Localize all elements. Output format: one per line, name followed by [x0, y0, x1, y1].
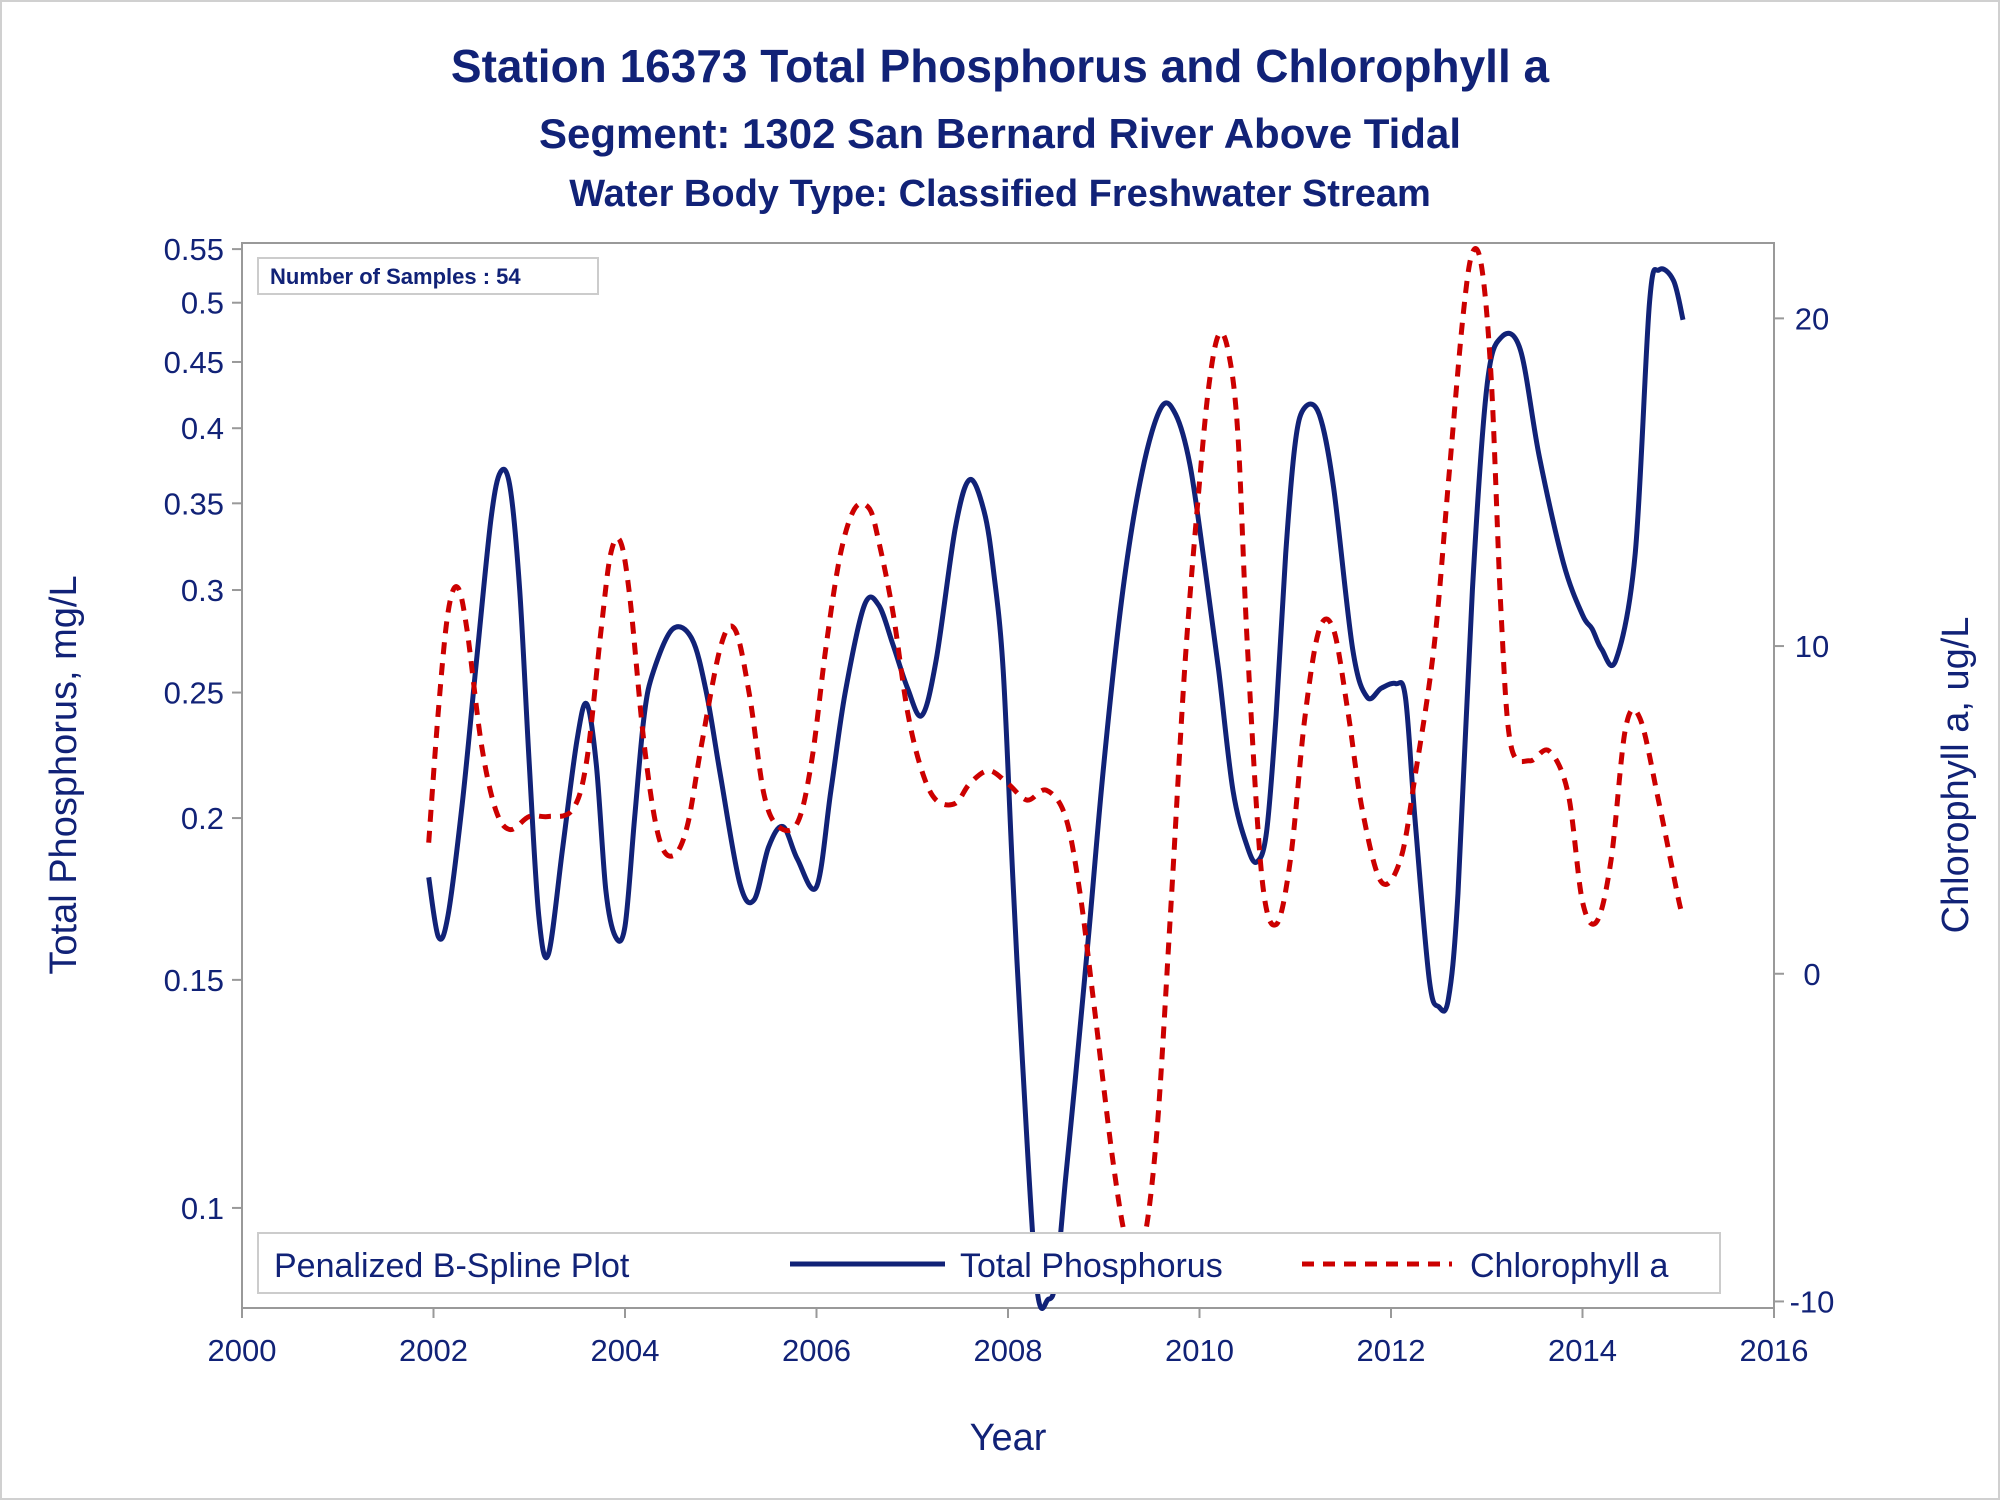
- y-axis-right-label: Chlorophyll a, ug/L: [1935, 617, 1977, 934]
- x-tick-label: 2004: [591, 1333, 660, 1368]
- y-axis-left: 0.1 0.15 0.2 0.25 0.3 0.35 0.4 0.45 0.5 0.55: [164, 232, 242, 1226]
- y-left-tick-label: 0.15: [164, 963, 224, 998]
- chart-title: Station 16373 Total Phosphorus and Chlor…: [451, 40, 1550, 92]
- y-right-tick-label: 0: [1803, 957, 1820, 992]
- y-left-tick-label: 0.2: [181, 801, 224, 836]
- chart-subtitle-segment: Segment: 1302 San Bernard River Above Ti…: [539, 110, 1461, 157]
- sample-count-text: Number of Samples : 54: [270, 264, 521, 289]
- x-axis: 2000 2002 2004 2006 2008 2010 2012 2014 2016: [208, 1308, 1809, 1368]
- y-left-tick-label: 0.55: [164, 232, 224, 267]
- y-right-tick-label: -10: [1790, 1284, 1835, 1319]
- x-tick-label: 2002: [399, 1333, 468, 1368]
- x-tick-label: 2014: [1548, 1333, 1617, 1368]
- legend-box: [257, 1232, 1721, 1294]
- series-line-total-phosphorus: [426, 266, 1686, 1311]
- x-tick-label: 2012: [1357, 1333, 1426, 1368]
- y-axis-right: -10 0 10 20: [1774, 301, 1834, 1319]
- legend-title: Penalized B-Spline Plot: [274, 1247, 630, 1285]
- series-line-chlorophyll-a: [426, 246, 1686, 1263]
- y-left-tick-label: 0.3: [181, 573, 224, 608]
- y-left-tick-label: 0.5: [181, 286, 224, 321]
- x-tick-label: 2016: [1740, 1333, 1809, 1368]
- y-left-tick-label: 0.1: [181, 1191, 224, 1226]
- y-left-tick-label: 0.45: [164, 345, 224, 380]
- sample-count-inset: Number of Samples : 54: [257, 257, 599, 295]
- y-right-tick-label: 10: [1795, 629, 1829, 664]
- y-axis-left-label: Total Phosphorus, mg/L: [43, 575, 85, 974]
- x-tick-label: 2010: [1165, 1333, 1234, 1368]
- chart-subtitle-water-body: Water Body Type: Classified Freshwater S…: [569, 173, 1431, 215]
- y-left-tick-label: 0.25: [164, 676, 224, 711]
- y-left-tick-label: 0.4: [181, 411, 224, 446]
- x-tick-label: 2006: [782, 1333, 851, 1368]
- x-axis-label: Year: [970, 1417, 1047, 1459]
- x-tick-label: 2008: [974, 1333, 1043, 1368]
- series-group: [426, 246, 1686, 1311]
- x-tick-label: 2000: [208, 1333, 277, 1368]
- y-right-tick-label: 20: [1795, 301, 1829, 336]
- legend-label-total-phosphorus: Total Phosphorus: [960, 1247, 1223, 1285]
- y-left-tick-label: 0.35: [164, 486, 224, 521]
- legend: Penalized B-Spline Plot Total Phosphorus…: [257, 1232, 1721, 1294]
- sample-count-box: [257, 257, 599, 295]
- legend-label-chlorophyll-a: Chlorophyll a: [1470, 1247, 1669, 1285]
